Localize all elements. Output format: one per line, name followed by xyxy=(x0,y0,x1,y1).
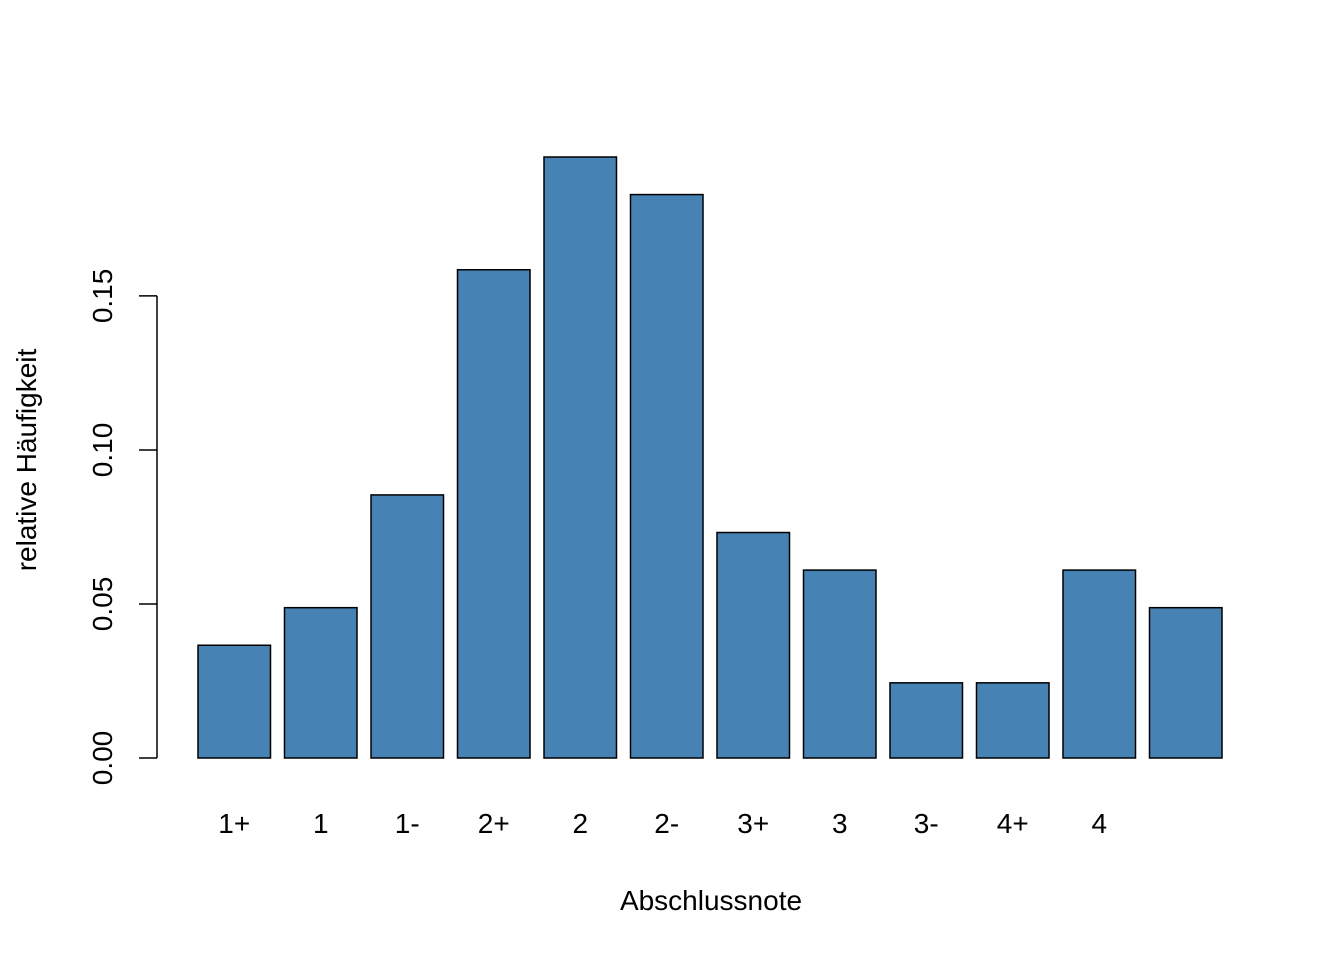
bar-10 xyxy=(1062,569,1137,759)
y-axis: 0.00 0.05 0.10 0.15 xyxy=(87,269,158,786)
y-tick-label-2: 0.10 xyxy=(87,423,118,478)
bar-3 xyxy=(456,268,531,759)
bar-2 xyxy=(370,494,445,759)
y-axis-label: relative Häufigkeit xyxy=(11,349,42,572)
y-tick-label-3: 0.15 xyxy=(87,269,118,324)
x-tick-label-3: 2+ xyxy=(478,808,510,839)
x-tick-labels: 1+ 1 1- 2+ 2 2- 3+ 3 3- 4+ 4 xyxy=(218,808,1107,839)
bar-5 xyxy=(629,193,704,759)
y-tick-label-0: 0.00 xyxy=(87,731,118,786)
x-tick-label-1: 1 xyxy=(313,808,329,839)
x-tick-label-5: 2- xyxy=(654,808,679,839)
y-tick-label-1: 0.05 xyxy=(87,577,118,632)
x-tick-label-8: 3- xyxy=(914,808,939,839)
x-tick-label-10: 4 xyxy=(1091,808,1107,839)
x-tick-label-9: 4+ xyxy=(997,808,1029,839)
bar-0 xyxy=(197,644,272,759)
x-tick-label-4: 2 xyxy=(572,808,588,839)
x-tick-label-6: 3+ xyxy=(737,808,769,839)
x-tick-label-0: 1+ xyxy=(218,808,250,839)
bar-1 xyxy=(283,606,358,759)
bar-6 xyxy=(716,531,791,759)
x-tick-label-2: 1- xyxy=(395,808,420,839)
x-tick-label-7: 3 xyxy=(832,808,848,839)
bars-group xyxy=(197,156,1223,759)
bar-7 xyxy=(802,569,877,759)
x-axis-label: Abschlussnote xyxy=(620,885,802,916)
bar-11 xyxy=(1148,606,1223,759)
bar-8 xyxy=(889,682,964,759)
bar-9 xyxy=(975,682,1050,759)
bar-4 xyxy=(543,156,618,759)
